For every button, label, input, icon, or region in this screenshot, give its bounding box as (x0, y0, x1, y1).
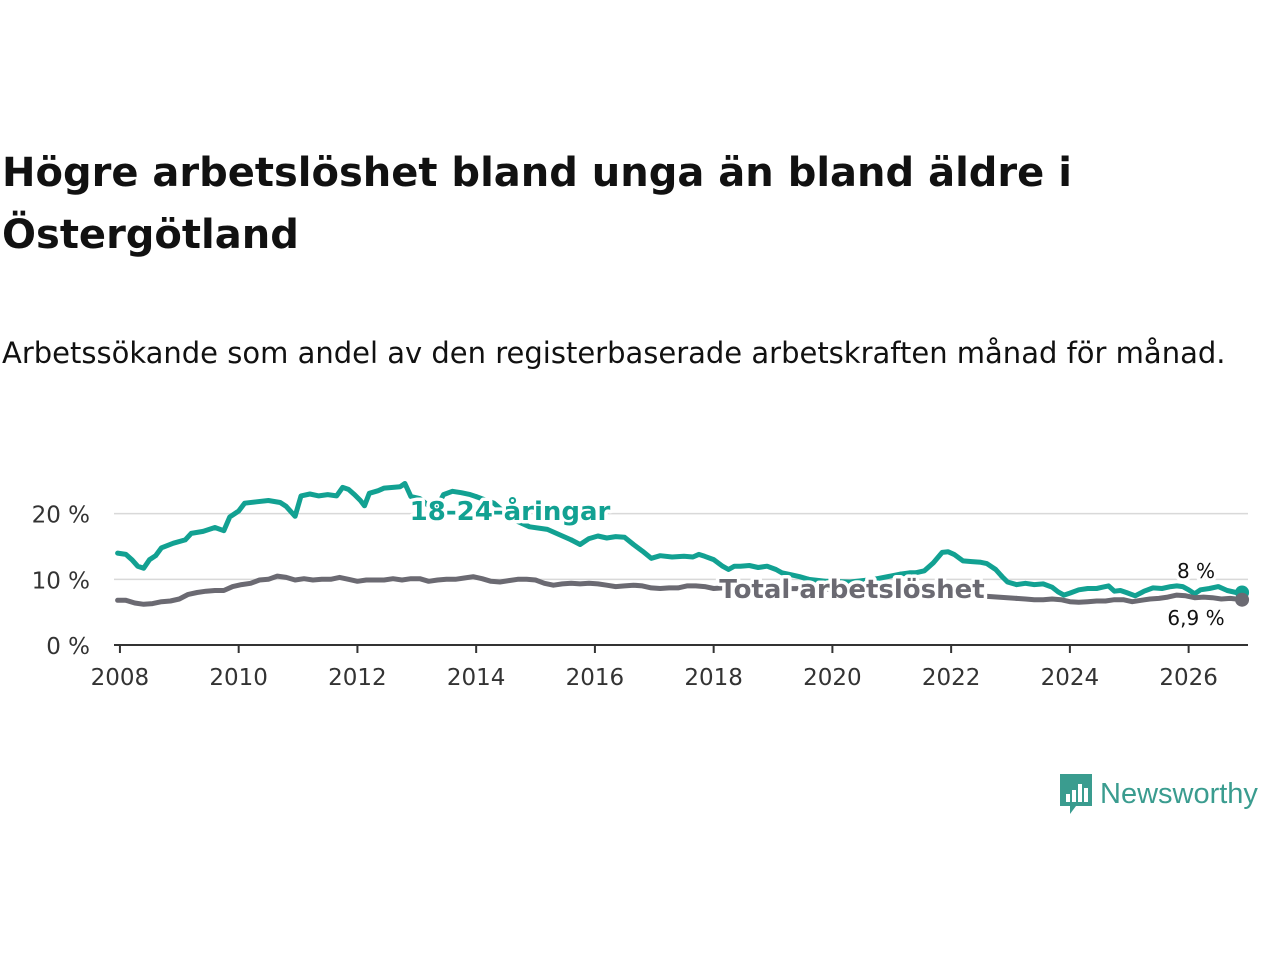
x-tick-label: 2016 (566, 665, 625, 691)
series-line-18-24 (999, 573, 1019, 588)
x-tick-label: 2010 (209, 665, 268, 691)
x-tick-label: 2014 (447, 665, 506, 691)
end-label-18-24: 8 % (1177, 559, 1215, 583)
y-tick-label: 0 % (46, 634, 90, 660)
series-label-18-24: 18-24-åringar (410, 495, 611, 527)
end-marker-total (1235, 592, 1250, 607)
newsworthy-logo: Newsworthy (1058, 772, 1258, 816)
newsworthy-logo-icon (1060, 774, 1092, 814)
series-line-18-24 (473, 494, 574, 543)
series-label-total: Total arbetslöshet (719, 575, 984, 605)
chart-subtitle: Arbetssökande som andel av den registerb… (2, 336, 1226, 370)
brand-name: Newsworthy (1100, 777, 1258, 810)
end-label-total: 6,9 % (1167, 606, 1224, 630)
series-line-total (737, 586, 1019, 601)
x-tick-label: 2022 (922, 665, 981, 691)
series-label-18-24-halo: 18-24-åringar (410, 495, 611, 527)
series-line-18-24 (568, 533, 812, 582)
series-label-total-halo: Total arbetslöshet (719, 575, 984, 605)
x-tick-label: 2012 (328, 665, 387, 691)
chart-title: Högre arbetslöshet bland unga än bland ä… (2, 150, 1072, 258)
series-line-18-24 (898, 549, 1005, 579)
y-tick-label: 20 % (32, 503, 90, 529)
end-label-total-group: 6,9 %6,9 % (1164, 603, 1228, 634)
series-line-total (115, 573, 743, 607)
x-tick-label: 2008 (91, 665, 150, 691)
y-tick-label: 10 % (32, 568, 90, 594)
x-tick-label: 2024 (1041, 665, 1100, 691)
series-line-total (1014, 592, 1245, 605)
x-tick-label: 2020 (803, 665, 862, 691)
series-line-18-24 (115, 481, 479, 571)
end-label-18-24-group: 8 %8 % (1173, 556, 1218, 587)
end-label-total-halo: 6,9 % (1167, 606, 1224, 630)
end-label-18-24-halo: 8 % (1177, 559, 1215, 583)
x-tick-label: 2018 (684, 665, 743, 691)
series-line-18-24 (806, 571, 904, 585)
x-tick-label: 2026 (1159, 665, 1218, 691)
series-line-18-24 (1014, 580, 1245, 599)
